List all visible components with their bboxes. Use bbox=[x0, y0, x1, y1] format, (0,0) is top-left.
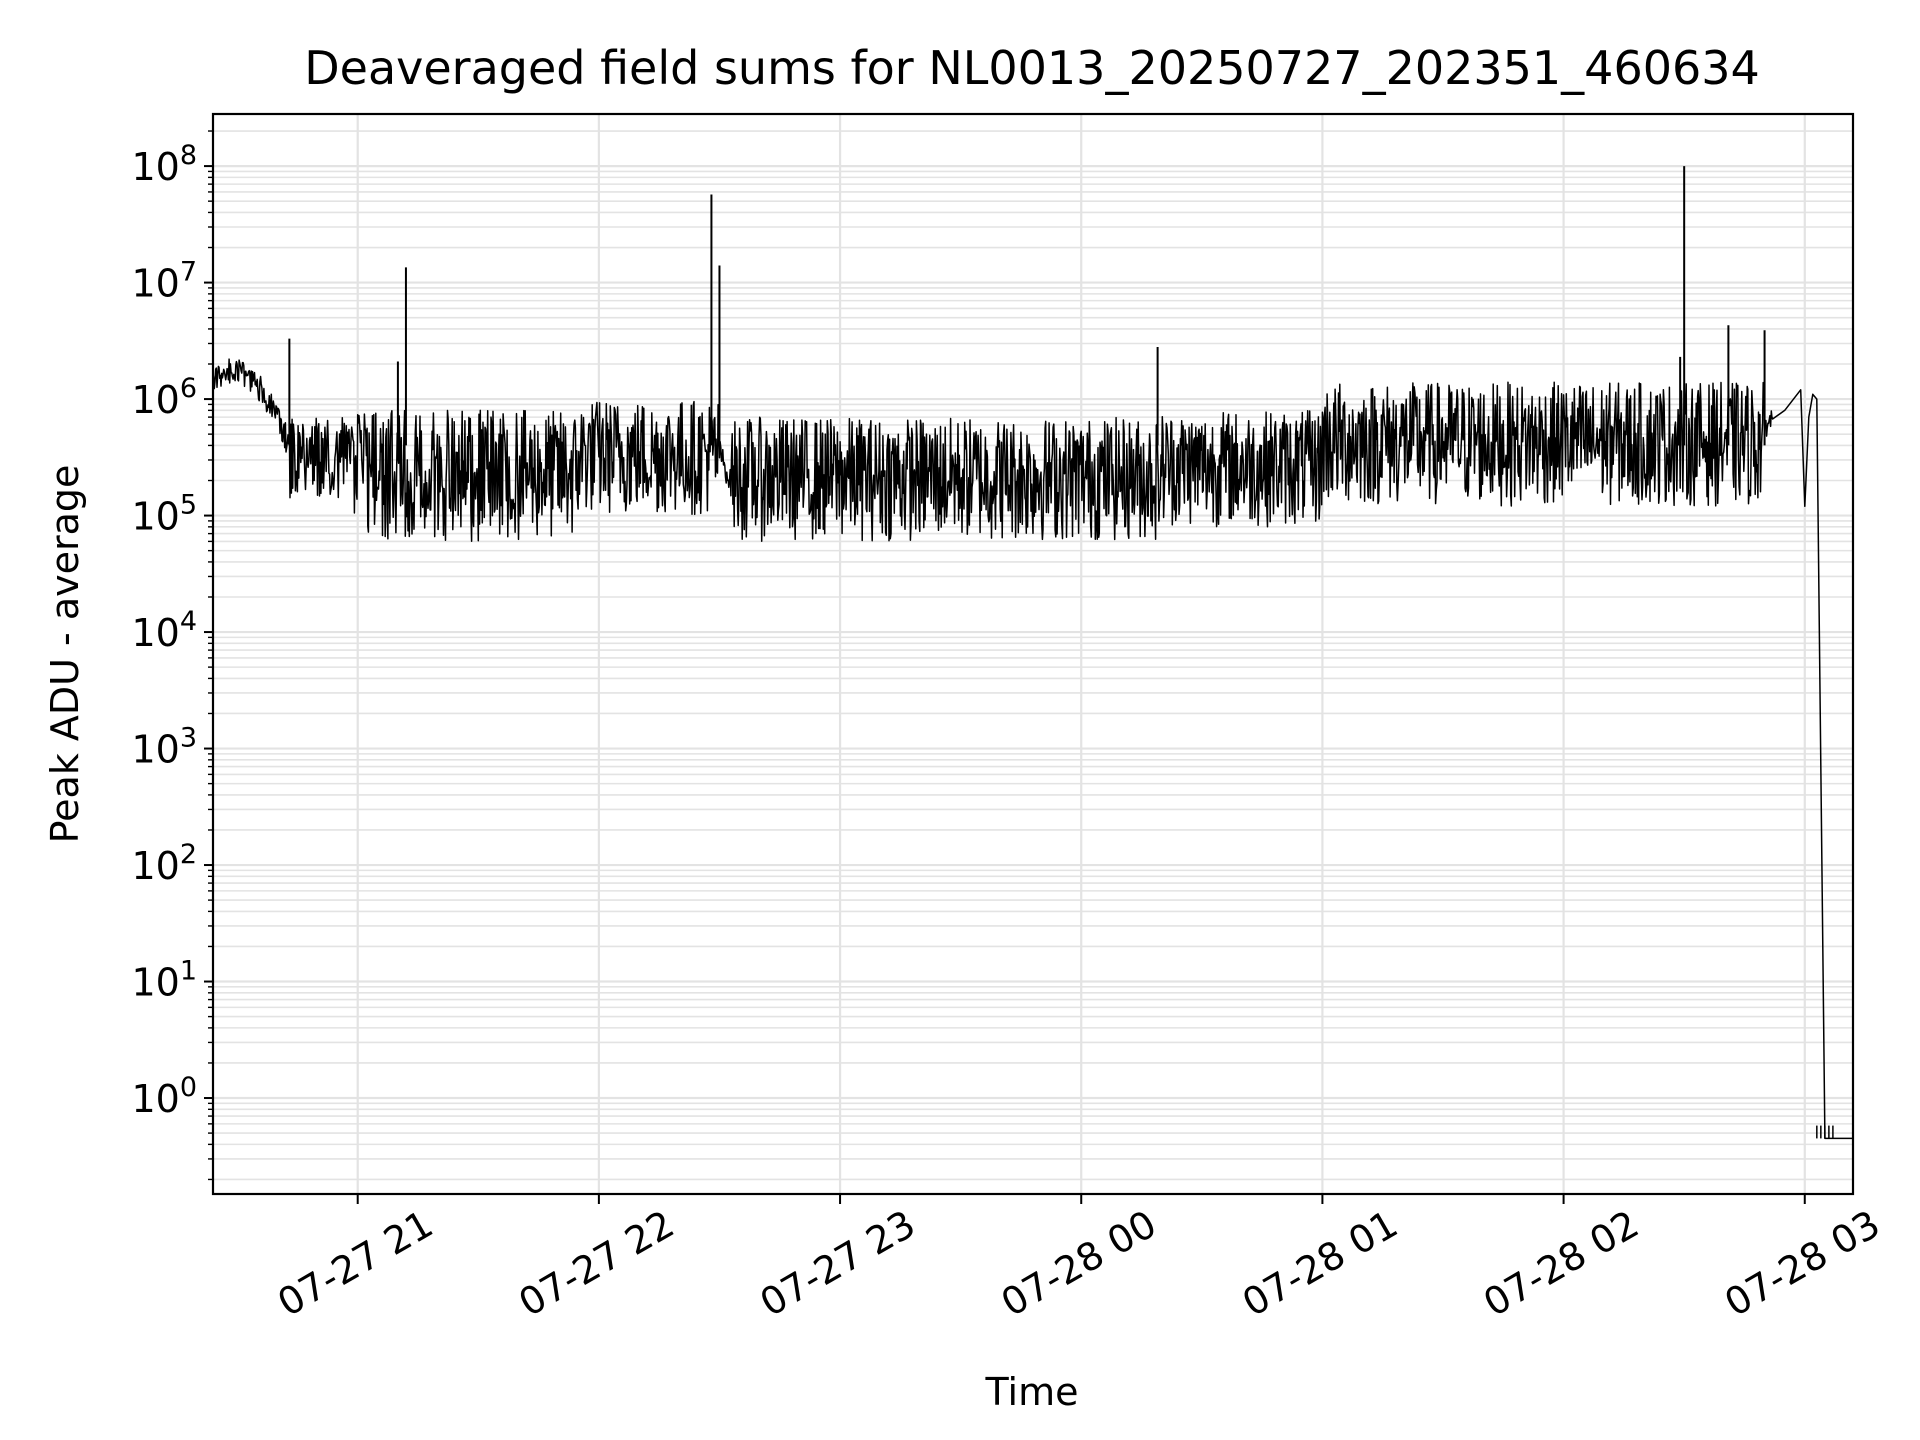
y-tick-label: 104 bbox=[131, 606, 197, 655]
series-layer bbox=[212, 166, 1853, 1140]
y-axis-ticks: 108 107 106 105 104 103 102 101 100 bbox=[131, 130, 213, 1181]
series-line bbox=[212, 358, 1853, 1140]
y-tick-label: 100 bbox=[131, 1072, 197, 1121]
y-tick-label: 105 bbox=[131, 490, 197, 539]
chart-title: Deaveraged field sums for NL0013_2025072… bbox=[304, 41, 1760, 95]
y-tick-label: 101 bbox=[131, 956, 197, 1005]
y-tick-label: 102 bbox=[131, 839, 197, 888]
y-tick-label: 103 bbox=[131, 723, 197, 772]
plot-frame bbox=[211, 112, 1855, 1196]
y-tick-label: 108 bbox=[131, 140, 197, 189]
y-axis-label: Peak ADU - average bbox=[43, 465, 87, 844]
y-tick-label: 106 bbox=[131, 373, 197, 422]
x-axis-label: Time bbox=[985, 1370, 1079, 1414]
y-tick-label: 107 bbox=[131, 257, 197, 306]
